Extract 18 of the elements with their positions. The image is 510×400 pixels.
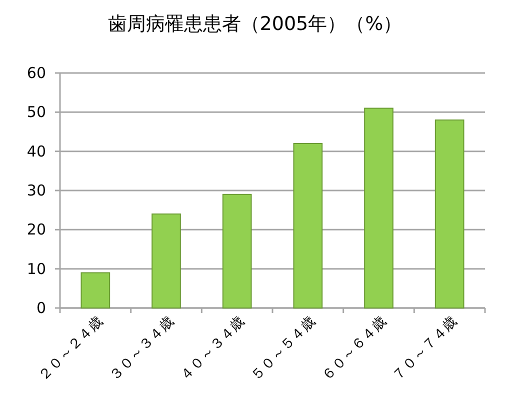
x-tick-label: ５０～５４歳: [248, 314, 319, 384]
x-tick-label: ７０～７４歳: [390, 314, 460, 384]
x-tick-label: ４０～３４歳: [177, 314, 248, 384]
bar: [222, 194, 252, 308]
y-tick-label: 10: [26, 260, 46, 278]
y-tick-label: 40: [26, 142, 46, 160]
y-tick-label: 50: [26, 103, 46, 122]
x-tick-label: ６０～６４歳: [318, 314, 390, 384]
bar: [152, 214, 181, 308]
bar: [434, 120, 464, 308]
bar: [364, 108, 394, 308]
bar: [80, 272, 110, 308]
chart-title: 歯周病罹患患者（2005年）（%）: [108, 13, 402, 35]
bar: [293, 143, 323, 308]
y-tick-label: 60: [26, 64, 46, 82]
x-tick-label: ３０～３４歳: [106, 314, 178, 384]
y-tick-label: 30: [26, 182, 46, 200]
y-tick-label: 20: [26, 220, 46, 239]
